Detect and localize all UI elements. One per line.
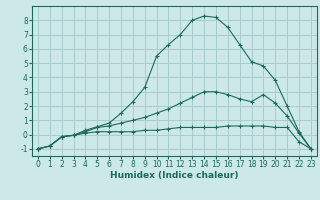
X-axis label: Humidex (Indice chaleur): Humidex (Indice chaleur): [110, 171, 239, 180]
